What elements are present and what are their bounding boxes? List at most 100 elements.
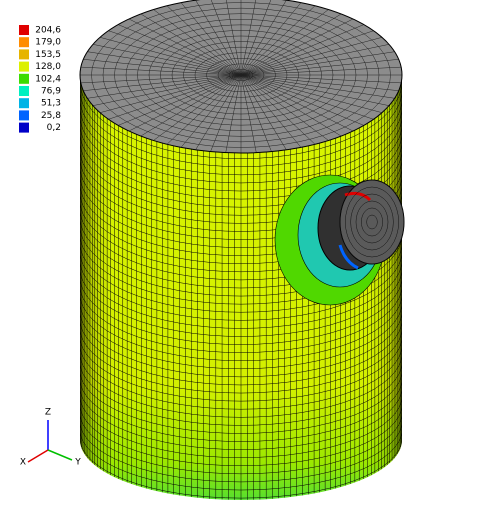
mesh-line bbox=[133, 9, 242, 76]
mesh-line bbox=[240, 4, 336, 76]
mesh-line bbox=[148, 30, 334, 120]
mesh-line bbox=[229, 69, 253, 81]
mesh-line bbox=[240, 42, 399, 76]
nozzle bbox=[274, 174, 405, 306]
mesh-line bbox=[361, 207, 383, 237]
mesh-line bbox=[183, 46, 299, 104]
mesh-line bbox=[194, 52, 288, 98]
mesh-line bbox=[224, 74, 242, 153]
mesh-line bbox=[339, 179, 405, 265]
mesh-line bbox=[240, 74, 307, 153]
mesh-line bbox=[80, 66, 242, 76]
nozzle-coldspot bbox=[338, 244, 359, 270]
legend-label: 179,0 bbox=[35, 38, 61, 48]
mesh-line bbox=[240, 74, 399, 108]
mesh-line bbox=[240, 74, 349, 141]
legend-swatch bbox=[19, 25, 29, 35]
mesh-line bbox=[80, 58, 242, 76]
mesh-line bbox=[240, 74, 291, 153]
mesh-line bbox=[133, 74, 242, 141]
legend-label: 76,9 bbox=[41, 87, 61, 97]
legend-swatch bbox=[19, 122, 29, 133]
mesh-line bbox=[350, 193, 394, 251]
mesh-line bbox=[240, 9, 349, 76]
mesh-line bbox=[240, 74, 391, 116]
mesh-line bbox=[240, 0, 291, 76]
mesh-line bbox=[171, 41, 311, 109]
mesh-line bbox=[240, 0, 258, 76]
mesh-line bbox=[240, 74, 275, 153]
mesh-line bbox=[175, 0, 242, 76]
mesh-line bbox=[146, 74, 242, 146]
mesh-line bbox=[83, 42, 242, 76]
legend-swatch bbox=[19, 86, 29, 96]
axis-label: Z bbox=[45, 408, 51, 418]
mesh-line bbox=[240, 74, 373, 130]
legend-swatch bbox=[19, 98, 29, 109]
mesh-line bbox=[240, 58, 402, 76]
mesh-line bbox=[120, 14, 242, 76]
legend-label: 128,0 bbox=[35, 62, 61, 72]
mesh-line bbox=[91, 34, 242, 76]
mesh-line bbox=[102, 7, 380, 143]
mesh-line bbox=[240, 0, 307, 76]
mesh-line bbox=[366, 214, 378, 230]
x-axis bbox=[27, 449, 49, 463]
mesh-line bbox=[240, 0, 322, 76]
mesh-line bbox=[240, 74, 402, 84]
legend-swatch bbox=[19, 37, 29, 48]
y-axis bbox=[47, 449, 73, 461]
legend-swatch bbox=[19, 61, 29, 72]
mesh-line bbox=[240, 20, 373, 76]
mesh-line bbox=[217, 63, 265, 87]
mesh-line bbox=[109, 20, 242, 76]
axis-triad: Z X Y bbox=[20, 408, 81, 468]
mesh-line bbox=[240, 0, 275, 76]
mesh-line bbox=[109, 74, 242, 130]
mesh-line bbox=[80, 50, 242, 76]
legend-swatch bbox=[19, 110, 29, 121]
mesh-line bbox=[137, 24, 345, 126]
mesh-line bbox=[99, 74, 242, 123]
mesh-line bbox=[80, 74, 242, 100]
mesh-line bbox=[175, 74, 242, 153]
legend-label: 25,8 bbox=[41, 111, 61, 121]
mesh-line bbox=[80, 74, 242, 92]
mesh-line bbox=[240, 74, 322, 151]
mesh-line bbox=[224, 0, 242, 76]
legend-label: 0,2 bbox=[47, 123, 61, 133]
mesh-line bbox=[355, 200, 389, 244]
mesh-line bbox=[240, 74, 362, 136]
mesh-line bbox=[160, 74, 242, 151]
mesh-line bbox=[99, 27, 242, 76]
axis-label: X bbox=[20, 458, 26, 468]
mesh-line bbox=[240, 66, 402, 76]
mesh-line bbox=[160, 35, 322, 115]
mesh-line bbox=[207, 0, 242, 76]
mesh-line bbox=[240, 74, 402, 92]
mesh-line bbox=[206, 58, 276, 92]
mesh-line bbox=[240, 27, 383, 76]
nozzle-hotspot bbox=[344, 191, 372, 202]
mesh-line bbox=[91, 2, 391, 148]
mesh-line bbox=[125, 19, 357, 131]
mesh-line bbox=[240, 74, 258, 153]
legend-swatch bbox=[19, 49, 29, 60]
legend-label: 51,3 bbox=[41, 99, 61, 109]
mesh-line bbox=[207, 74, 242, 153]
mesh-line bbox=[240, 50, 402, 76]
mesh-line bbox=[114, 13, 368, 137]
legend-label: 102,4 bbox=[35, 74, 61, 84]
top-rim bbox=[79, 0, 403, 154]
legend-label: 204,6 bbox=[35, 26, 61, 36]
legend-swatch bbox=[19, 73, 29, 84]
cylinder-top bbox=[80, 0, 402, 153]
mesh-line bbox=[191, 74, 242, 153]
mesh-line bbox=[240, 74, 383, 123]
mesh-line bbox=[240, 74, 402, 100]
mesh-line bbox=[160, 0, 242, 76]
mesh-line bbox=[146, 4, 242, 76]
mesh-line bbox=[345, 186, 399, 258]
mesh-line bbox=[91, 74, 242, 116]
